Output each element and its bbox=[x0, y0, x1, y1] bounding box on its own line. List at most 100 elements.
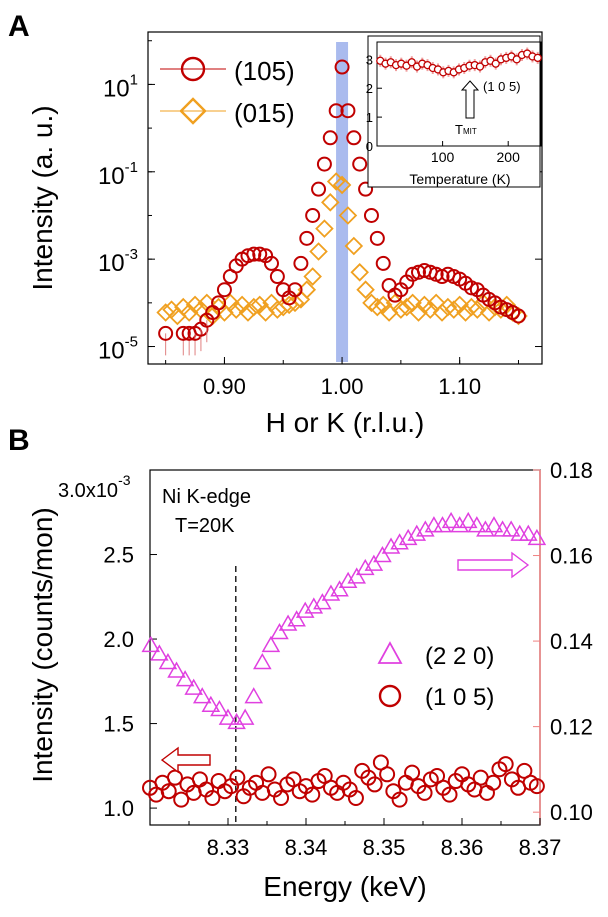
data-point-105 bbox=[411, 264, 427, 280]
inset-x-tick-label: 100 bbox=[431, 149, 455, 165]
panel-b-y-exponent-base: x10 bbox=[86, 480, 118, 502]
inset-x-tick-label: 200 bbox=[497, 149, 521, 165]
data-point-105 bbox=[299, 230, 315, 246]
y-tick-label-exponent: -1 bbox=[125, 159, 138, 176]
inset-tmit-label: TMIT bbox=[455, 122, 477, 137]
data-point-015 bbox=[450, 295, 469, 315]
data-point-105-b bbox=[260, 766, 277, 783]
data-point-015 bbox=[303, 267, 322, 286]
legend-item-105: (105) bbox=[160, 56, 295, 86]
x-tick-label: 8.37 bbox=[519, 835, 562, 860]
x-tick-label: 1.00 bbox=[321, 374, 364, 399]
panel-b-annotation-edge: Ni K-edge bbox=[162, 486, 251, 508]
y-tick-label-base: 10 bbox=[98, 163, 125, 190]
data-point-105 bbox=[293, 255, 309, 271]
data-point-220 bbox=[441, 511, 461, 529]
data-point-105 bbox=[269, 269, 285, 285]
data-point-015 bbox=[491, 300, 511, 319]
data-point-105 bbox=[240, 248, 256, 264]
inset-y-tick-label: 1 bbox=[366, 110, 373, 125]
data-point-105-b bbox=[478, 784, 495, 801]
data-point-105 bbox=[340, 103, 356, 119]
y-tick-label-exponent: -3 bbox=[125, 246, 138, 263]
y-tick-label: 10-1 bbox=[98, 159, 138, 190]
data-point-220 bbox=[167, 661, 186, 678]
data-point-220 bbox=[184, 678, 203, 695]
y-tick-label: 10-3 bbox=[98, 246, 138, 277]
data-point-105-b bbox=[173, 791, 190, 808]
data-point-105-b bbox=[404, 764, 421, 781]
y-left-tick-label: 2.5 bbox=[103, 543, 134, 568]
data-point-105 bbox=[363, 207, 379, 223]
data-point-015 bbox=[409, 303, 428, 322]
data-point-220 bbox=[175, 670, 195, 687]
data-point-220 bbox=[519, 524, 538, 541]
panel-a-x-axis-label: H or K (r.l.u.) bbox=[266, 407, 425, 438]
inset-data-point bbox=[512, 55, 521, 64]
data-point-105 bbox=[252, 246, 268, 262]
data-point-220 bbox=[201, 695, 221, 712]
data-point-015 bbox=[156, 303, 175, 322]
data-point-220 bbox=[416, 520, 435, 537]
legend-item-015: (015) bbox=[160, 97, 295, 128]
y-tick-label-exponent: -5 bbox=[125, 334, 138, 351]
data-point-105 bbox=[328, 103, 344, 119]
inset-plot-frame bbox=[376, 41, 542, 147]
data-point-105 bbox=[246, 246, 262, 262]
x-tick-label: 8.33 bbox=[207, 835, 250, 860]
y-right-tick-label: 0.10 bbox=[550, 800, 593, 825]
data-point-015 bbox=[238, 303, 258, 322]
data-point-015 bbox=[350, 263, 369, 282]
panel-a-legend: (105) (015) bbox=[160, 56, 295, 128]
data-point-105-b bbox=[441, 786, 458, 803]
data-point-220 bbox=[313, 593, 332, 610]
data-point-220 bbox=[218, 708, 238, 725]
data-point-105-b bbox=[347, 789, 364, 806]
legend-label-220: (2 2 0) bbox=[425, 643, 494, 670]
data-point-220 bbox=[227, 712, 246, 730]
data-point-015 bbox=[321, 193, 340, 212]
data-point-105 bbox=[334, 59, 350, 75]
panel-b-annotation-temp: T=20K bbox=[175, 515, 235, 537]
inset-data-point bbox=[407, 58, 416, 67]
y-left-tick-label: 1.5 bbox=[103, 712, 134, 737]
data-point-220 bbox=[253, 652, 272, 670]
y-tick-label-exponent: 1 bbox=[130, 71, 138, 88]
data-point-105-b bbox=[366, 776, 383, 793]
panel-a-inset: 100 200 0 1 2 3 Temperature (K) (1 0 5) TMIT bbox=[366, 35, 542, 188]
data-point-220 bbox=[458, 511, 478, 529]
data-point-105 bbox=[346, 130, 362, 146]
data-point-220 bbox=[287, 610, 306, 627]
data-point-015 bbox=[456, 303, 475, 322]
data-point-220 bbox=[304, 597, 324, 614]
panel-b-ticks: 8.33 8.34 8.35 8.36 8.37 1.0 1.5 2.0 2.5 0.10 0.12… bbox=[103, 458, 592, 860]
y-tick-label: 101 bbox=[103, 71, 138, 102]
x-tick-label: 1.10 bbox=[438, 374, 481, 399]
data-point-105-b bbox=[497, 756, 514, 773]
panel-b: 8.33 8.34 8.35 8.36 8.37 1.0 1.5 2.0 2.5 0.10 0.12… bbox=[27, 458, 593, 902]
panel-b-label: B bbox=[8, 424, 30, 457]
data-point-220 bbox=[467, 516, 487, 533]
x-tick-label: 8.34 bbox=[285, 835, 328, 860]
data-point-105-b bbox=[166, 769, 183, 786]
data-point-105 bbox=[263, 255, 279, 271]
data-point-220 bbox=[235, 708, 255, 725]
data-point-105 bbox=[510, 308, 526, 324]
data-point-015 bbox=[338, 206, 358, 225]
inset-data-point bbox=[533, 53, 542, 63]
data-point-220 bbox=[484, 516, 504, 533]
x-tick-label: 8.36 bbox=[441, 835, 484, 860]
data-point-220 bbox=[407, 524, 427, 541]
panel-b-series-layer bbox=[141, 511, 547, 808]
data-point-015 bbox=[397, 297, 417, 317]
data-point-105-b bbox=[379, 766, 396, 783]
data-point-220 bbox=[476, 520, 495, 537]
data-point-220 bbox=[158, 652, 178, 670]
data-point-220 bbox=[244, 687, 264, 704]
data-point-105 bbox=[211, 295, 227, 311]
data-point-220 bbox=[295, 601, 315, 618]
data-point-220 bbox=[433, 516, 452, 533]
data-point-015 bbox=[468, 300, 487, 319]
y-left-tick-label: 1.0 bbox=[103, 796, 134, 821]
